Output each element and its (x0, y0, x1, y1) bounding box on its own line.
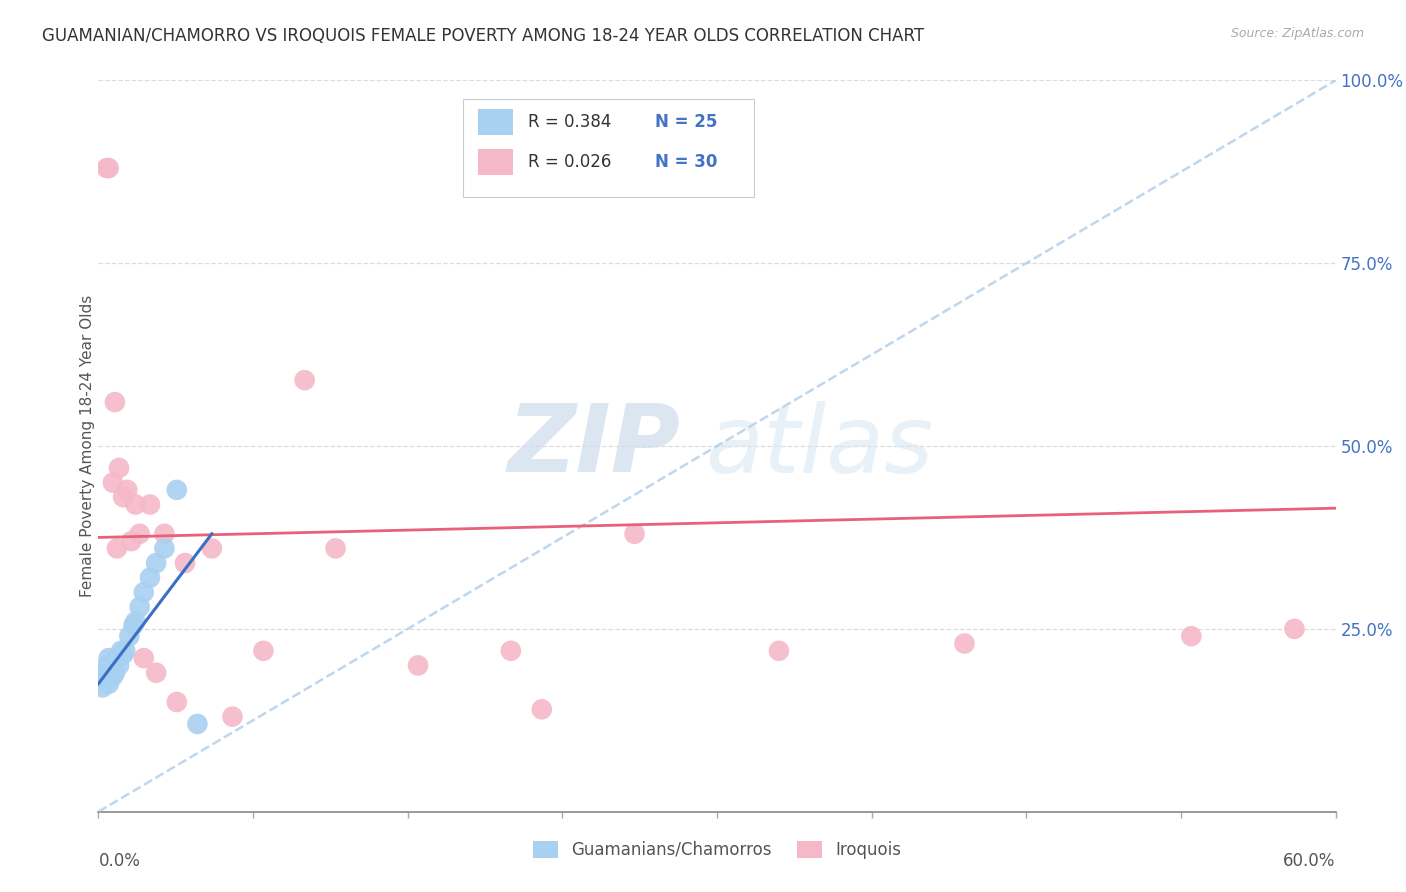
Point (96, 161, 118, 175)
Point (153, 526, 176, 541)
Point (128, 526, 150, 541)
Text: Source: ZipAtlas.com: Source: ZipAtlas.com (1230, 27, 1364, 40)
Point (406, 658, 429, 673)
Point (101, 658, 124, 673)
Point (325, 541, 347, 556)
FancyBboxPatch shape (478, 149, 513, 176)
Point (201, 541, 224, 556)
Point (118, 629, 141, 643)
Point (139, 571, 162, 585)
Point (97, 651, 120, 665)
Text: N = 25: N = 25 (655, 113, 717, 131)
Point (174, 556, 197, 570)
Text: N = 30: N = 30 (655, 153, 717, 171)
Point (104, 665, 127, 680)
Point (132, 651, 155, 665)
Point (768, 644, 790, 658)
Text: GUAMANIAN/CHAMORRO VS IROQUOIS FEMALE POVERTY AMONG 18-24 YEAR OLDS CORRELATION : GUAMANIAN/CHAMORRO VS IROQUOIS FEMALE PO… (42, 27, 924, 45)
Point (166, 483, 188, 497)
Point (101, 669, 124, 683)
Point (145, 665, 167, 680)
Point (104, 395, 127, 409)
Point (221, 709, 243, 723)
Point (122, 618, 145, 632)
Point (96, 658, 118, 673)
Point (105, 651, 128, 665)
Text: ZIP: ZIP (508, 400, 681, 492)
Point (101, 475, 124, 490)
Point (97, 676, 120, 690)
Point (128, 599, 150, 614)
Point (91, 681, 114, 695)
Point (1284, 622, 1306, 636)
Point (153, 541, 176, 556)
Point (623, 526, 645, 541)
Point (117, 483, 139, 497)
Text: R = 0.384: R = 0.384 (527, 113, 612, 131)
Point (953, 636, 976, 650)
Point (97, 161, 120, 175)
Text: atlas: atlas (704, 401, 934, 491)
Point (100, 662, 122, 676)
Point (112, 490, 135, 504)
Point (124, 498, 146, 512)
Point (294, 373, 316, 387)
Text: 60.0%: 60.0% (1284, 852, 1336, 870)
FancyBboxPatch shape (464, 99, 754, 197)
Point (114, 644, 136, 658)
Point (166, 695, 188, 709)
Point (89, 673, 111, 687)
Point (530, 702, 553, 716)
Point (110, 644, 132, 658)
Point (132, 585, 155, 599)
Legend: Guamanians/Chamorros, Iroquois: Guamanians/Chamorros, Iroquois (526, 834, 908, 865)
Point (145, 556, 167, 570)
Point (252, 644, 274, 658)
Point (1180, 629, 1202, 643)
Y-axis label: Female Poverty Among 18-24 Year Olds: Female Poverty Among 18-24 Year Olds (80, 295, 94, 597)
Text: R = 0.026: R = 0.026 (527, 153, 612, 171)
Point (93, 665, 115, 680)
Point (186, 717, 208, 731)
Point (105, 541, 128, 556)
FancyBboxPatch shape (478, 109, 513, 136)
Point (139, 498, 162, 512)
Point (108, 658, 131, 673)
Point (499, 644, 522, 658)
Point (108, 461, 131, 475)
Text: 0.0%: 0.0% (98, 852, 141, 870)
Point (120, 534, 142, 549)
Point (112, 648, 135, 662)
Point (124, 615, 146, 629)
